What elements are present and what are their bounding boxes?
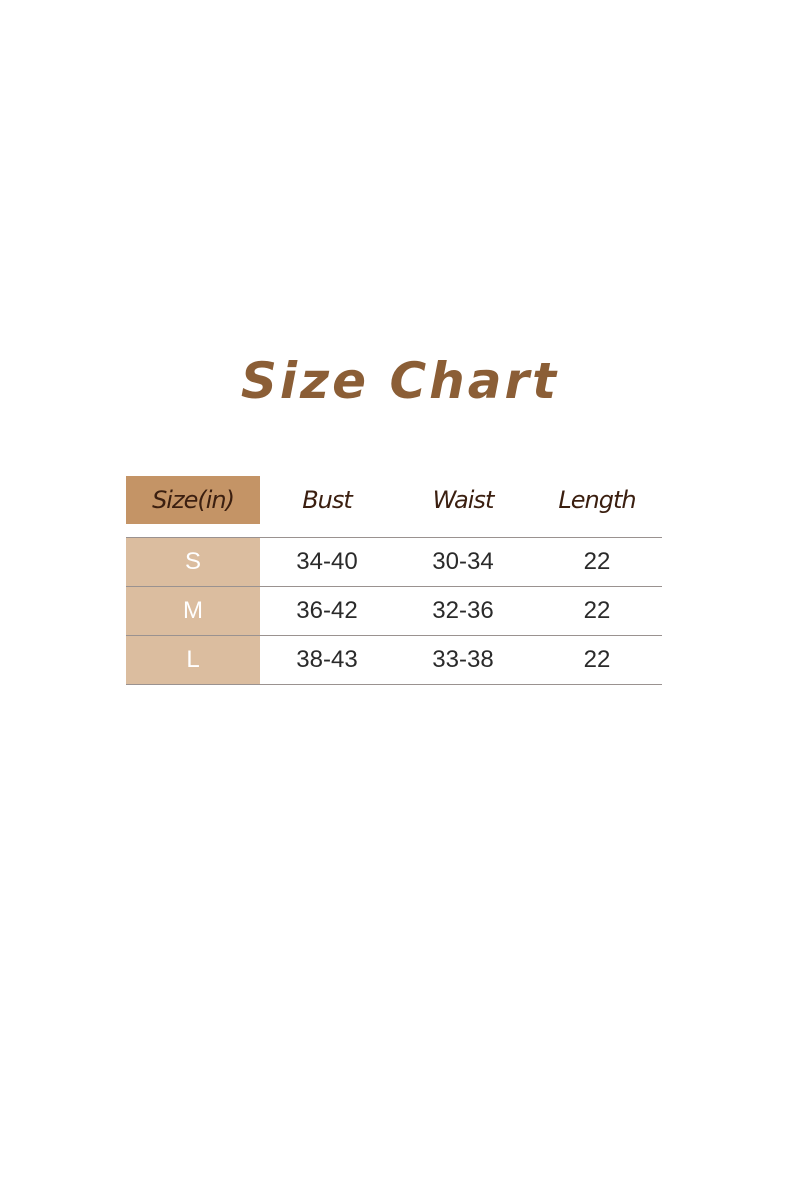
bust-cell: 34-40 [296,548,358,575]
waist-cell: 30-34 [432,548,494,575]
table-row: S 34-40 30-34 22 [126,538,662,587]
size-cell: M [126,587,260,635]
table-body: S 34-40 30-34 22 M 36-42 32-36 22 L 38-4… [126,537,662,685]
header-length: Length [558,486,636,514]
header-waist: Waist [432,486,495,514]
table-row: M 36-42 32-36 22 [126,587,662,636]
size-cell: L [126,636,260,684]
length-cell: 22 [583,548,611,575]
size-cell: S [126,538,260,586]
waist-cell: 32-36 [432,597,494,624]
length-cell: 22 [583,597,611,624]
header-bust: Bust [302,486,353,514]
header-size: Size(in) [126,476,260,524]
bust-cell: 36-42 [296,597,358,624]
page-title: Size Chart [240,352,560,410]
bust-cell: 38-43 [296,646,358,673]
table-header: Size(in) Bust Waist Length [126,476,662,524]
table-row: L 38-43 33-38 22 [126,636,662,685]
waist-cell: 33-38 [432,646,494,673]
length-cell: 22 [583,646,611,673]
size-chart-table: Size(in) Bust Waist Length S 34-40 30-34… [126,476,662,685]
